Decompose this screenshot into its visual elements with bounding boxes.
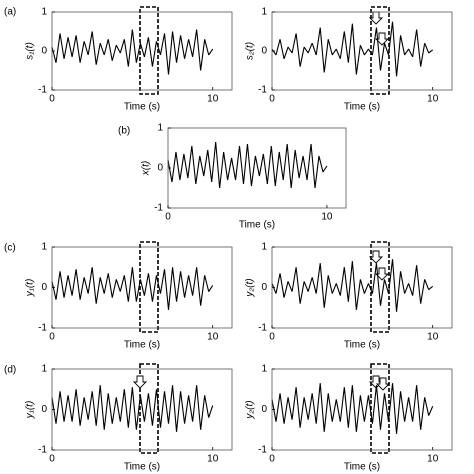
x-tick-label: 10: [427, 332, 439, 343]
x-tick-label: 0: [165, 212, 171, 223]
x-tick-label: 0: [269, 454, 275, 465]
x-tick-label: 0: [269, 94, 275, 105]
x-axis-label: Time (s): [344, 340, 380, 351]
y-tick-label: -1: [38, 445, 47, 456]
x-tick-label: 0: [49, 454, 55, 465]
y-tick-label: 1: [41, 7, 47, 18]
y-tick-label: 0: [41, 46, 47, 57]
waveform: [51, 385, 214, 432]
x-axis-label: Time (s): [344, 462, 380, 473]
highlight-box: [139, 6, 159, 95]
y-axis-label: s₁(t): [25, 42, 36, 60]
y-axis-label: y₁(t): [25, 401, 36, 420]
y-tick-label: 1: [41, 242, 47, 253]
y-axis-label: s₂(t): [245, 42, 256, 60]
arrow: [368, 250, 384, 264]
y-tick-label: 0: [157, 163, 163, 174]
x-tick-label: 10: [207, 332, 219, 343]
y-tick-label: -1: [154, 203, 163, 214]
arrow: [375, 377, 391, 391]
x-axis-label: Time (s): [124, 340, 160, 351]
waveform: [51, 29, 214, 75]
y-tick-label: 1: [261, 242, 267, 253]
x-tick-label: 10: [207, 94, 219, 105]
y-tick-label: 0: [261, 282, 267, 293]
y-axis-label: y₁(t): [25, 279, 36, 298]
x-tick-label: 0: [269, 332, 275, 343]
y-tick-label: 1: [261, 7, 267, 18]
waveform: [271, 259, 434, 312]
y-tick-label: 0: [261, 46, 267, 57]
x-axis-label: Time (s): [239, 220, 275, 231]
y-tick-label: 0: [41, 282, 47, 293]
panel-label: (c): [4, 243, 16, 254]
panel-label: (b): [118, 126, 130, 137]
x-tick-label: 10: [207, 454, 219, 465]
arrow: [374, 267, 390, 281]
arrow: [368, 11, 384, 25]
panel-label: (d): [4, 365, 16, 376]
x-tick-label: 0: [49, 332, 55, 343]
x-tick-label: 0: [49, 94, 55, 105]
y-axis-label: y₂(t): [245, 400, 256, 419]
y-tick-label: 1: [41, 364, 47, 375]
x-tick-label: 10: [427, 94, 439, 105]
y-tick-label: -1: [38, 85, 47, 96]
y-tick-label: 0: [41, 404, 47, 415]
x-axis-label: Time (s): [124, 102, 160, 113]
axes-frame: [271, 246, 453, 329]
x-tick-label: 10: [427, 454, 439, 465]
y-tick-label: -1: [258, 445, 267, 456]
waveform: [167, 141, 328, 189]
arrow: [132, 375, 148, 389]
axes-frame: [51, 11, 233, 91]
axes-frame: [167, 127, 347, 209]
y-tick-label: 0: [261, 404, 267, 415]
arrow: [374, 32, 390, 46]
waveform: [271, 21, 434, 77]
panel-label: (a): [4, 7, 16, 18]
y-tick-label: -1: [258, 323, 267, 334]
y-tick-label: -1: [258, 85, 267, 96]
y-axis-label: x(t): [141, 161, 152, 176]
waveform: [51, 267, 214, 310]
y-axis-label: y₂(t): [245, 278, 256, 297]
y-tick-label: 1: [261, 364, 267, 375]
x-tick-label: 10: [321, 212, 333, 223]
highlight-box: [139, 241, 159, 333]
x-axis-label: Time (s): [124, 462, 160, 473]
axes-frame: [271, 11, 453, 91]
y-tick-label: 1: [157, 123, 163, 134]
highlight-box: [370, 363, 390, 454]
x-axis-label: Time (s): [344, 102, 380, 113]
y-tick-label: -1: [38, 323, 47, 334]
waveform: [271, 383, 434, 434]
